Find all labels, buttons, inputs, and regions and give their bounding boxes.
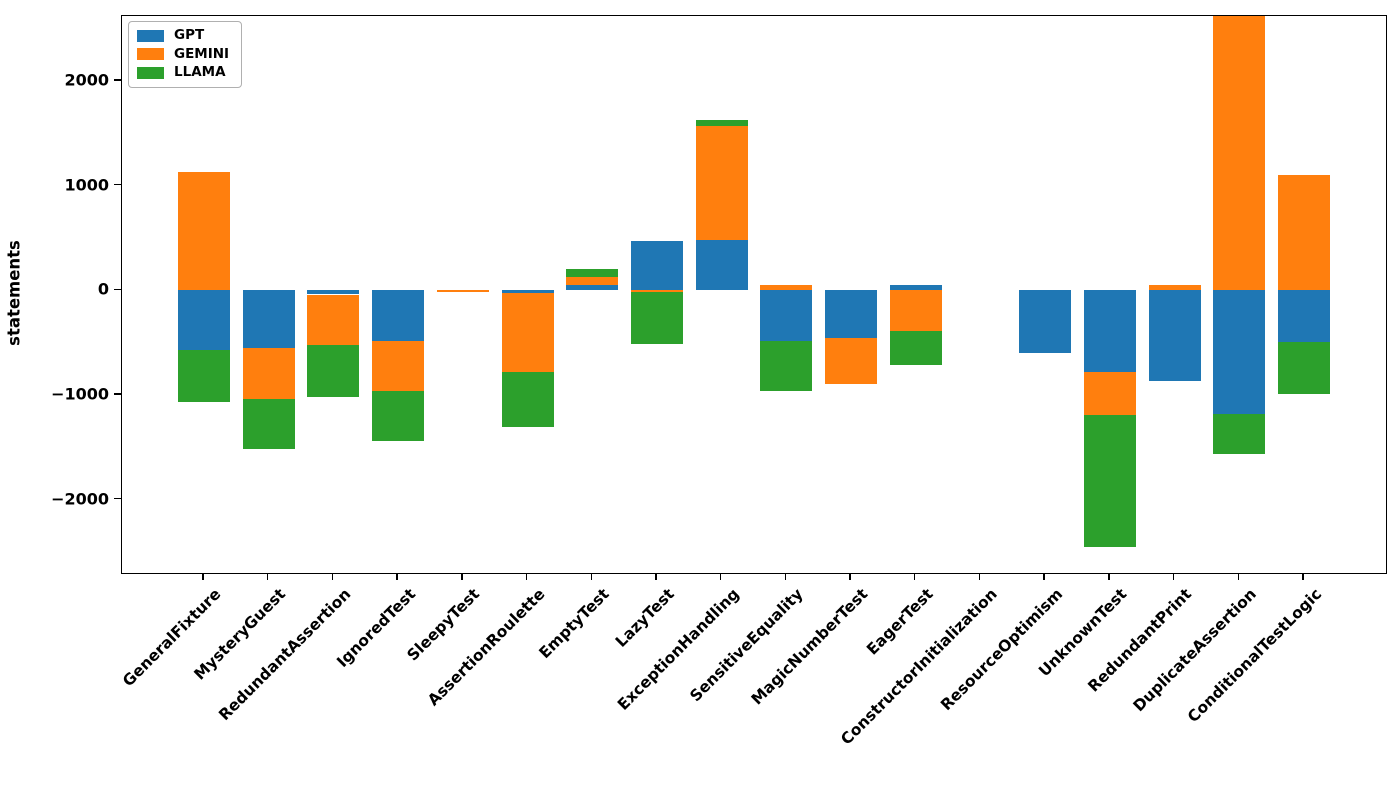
y-tick-label: 0 — [97, 279, 109, 299]
bar-segment-gemini-ConditionalTestLogic — [1277, 175, 1330, 291]
legend-swatch-icon — [137, 29, 164, 42]
y-tick-mark — [114, 498, 121, 500]
bar-segment-gpt-EagerTest — [889, 285, 942, 291]
bar-segment-llama-EmptyTest — [566, 269, 619, 277]
bar-segment-gpt-MagicNumberTest — [825, 290, 878, 338]
bar-segment-gemini-UnknownTest — [1083, 371, 1136, 415]
bar-segment-gpt-ResourceOptimism — [1019, 290, 1072, 354]
x-tick-label-LazyTest: LazyTest — [611, 585, 678, 651]
x-tick-mark — [1172, 573, 1175, 580]
x-tick-mark — [1237, 573, 1239, 580]
bar-segment-gpt-UnknownTest — [1083, 290, 1136, 372]
bar-segment-llama-EagerTest — [889, 331, 942, 365]
x-tick-label-RedundantAssertion: RedundantAssertion — [215, 585, 355, 725]
legend-swatch-icon — [137, 66, 164, 79]
x-tick-mark — [590, 573, 592, 580]
bar-segment-llama-ConditionalTestLogic — [1277, 341, 1330, 394]
x-tick-mark — [655, 573, 657, 580]
bar-segment-llama-ExceptionHandling — [695, 120, 748, 126]
y-tick-mark — [114, 183, 121, 186]
x-tick-mark — [267, 573, 269, 580]
legend-label: GEMINI — [174, 45, 230, 62]
bar-segment-gemini-EagerTest — [889, 290, 942, 332]
bar-segment-gpt-DuplicateAssertion — [1213, 290, 1266, 414]
bar-segment-gpt-GeneralFixture — [178, 290, 230, 350]
x-tick-mark — [978, 573, 981, 580]
bar-segment-gemini-DuplicateAssertion — [1213, 16, 1266, 291]
legend-item-llama: LLAMA — [137, 64, 229, 80]
bar-segment-gemini-LazyTest — [630, 290, 683, 292]
bar-segment-llama-SensitiveEquality — [760, 340, 813, 391]
bar-segment-gpt-AssertionRoulette — [501, 290, 554, 294]
bar-segment-gpt-IgnoredTest — [372, 290, 425, 341]
y-tick-label: −1000 — [51, 384, 109, 404]
bar-segment-gpt-SensitiveEquality — [760, 290, 813, 341]
bar-segment-gpt-ConditionalTestLogic — [1277, 290, 1330, 342]
bar-segment-gemini-GeneralFixture — [178, 172, 230, 291]
y-axis-label: statements — [4, 240, 24, 346]
bar-segment-gemini-SleepyTest — [436, 290, 489, 292]
bar-segment-gpt-RedundantAssertion — [307, 290, 360, 295]
bar-segment-gemini-ExceptionHandling — [695, 125, 748, 241]
x-tick-mark — [1043, 573, 1045, 580]
y-tick-label: 1000 — [64, 175, 109, 195]
bar-segment-llama-IgnoredTest — [372, 390, 425, 441]
x-tick-label-ResourceOptimism: ResourceOptimism — [936, 585, 1066, 715]
plot-area — [121, 15, 1387, 574]
x-tick-label-AssertionRoulette: AssertionRoulette — [423, 585, 549, 710]
x-tick-label-DuplicateAssertion: DuplicateAssertion — [1129, 585, 1261, 716]
bar-segment-gpt-MysteryGuest — [242, 290, 295, 349]
x-tick-mark — [1302, 573, 1304, 580]
x-tick-label-ConditionalTestLogic: ConditionalTestLogic — [1183, 585, 1325, 727]
bar-segment-gpt-RedundantPrint — [1148, 290, 1201, 382]
legend-label: LLAMA — [174, 64, 226, 80]
bar-segment-gemini-EmptyTest — [566, 277, 619, 285]
y-tick-mark — [114, 288, 121, 290]
x-tick-label-ExceptionHandling: ExceptionHandling — [613, 585, 743, 714]
bar-segment-gpt-EmptyTest — [566, 284, 619, 291]
x-tick-mark — [849, 573, 851, 580]
bar-segment-llama-RedundantAssertion — [307, 344, 360, 398]
x-tick-mark — [719, 573, 722, 580]
legend-item-gpt: GPT — [137, 27, 229, 43]
bar-segment-gemini-RedundantPrint — [1148, 284, 1201, 291]
x-tick-mark — [461, 573, 463, 580]
bar-segment-gemini-SensitiveEquality — [760, 284, 813, 291]
legend-swatch-icon — [137, 48, 164, 61]
bar-segment-gemini-IgnoredTest — [372, 340, 425, 391]
x-tick-mark — [784, 573, 787, 580]
x-tick-label-SensitiveEquality: SensitiveEquality — [686, 585, 808, 706]
y-tick-mark — [114, 79, 121, 81]
x-tick-mark — [396, 573, 398, 580]
bar-segment-llama-DuplicateAssertion — [1213, 413, 1266, 454]
legend-item-gemini: GEMINI — [137, 45, 230, 62]
bar-segment-gemini-RedundantAssertion — [307, 294, 360, 345]
bar-segment-llama-UnknownTest — [1083, 414, 1136, 547]
bar-segment-llama-AssertionRoulette — [501, 371, 554, 427]
bar-segment-llama-LazyTest — [630, 291, 683, 345]
bar-segment-llama-GeneralFixture — [178, 349, 230, 403]
x-tick-label-MagicNumberTest: MagicNumberTest — [748, 585, 872, 709]
bar-segment-gpt-LazyTest — [630, 241, 683, 291]
legend: GPT GEMINI LLAMA — [128, 21, 243, 88]
y-tick-label: −2000 — [51, 489, 109, 509]
bar-segment-gpt-ExceptionHandling — [695, 240, 748, 291]
x-tick-mark — [202, 573, 204, 580]
x-tick-mark — [525, 573, 528, 580]
bar-segment-gemini-AssertionRoulette — [501, 293, 554, 372]
legend-label: GPT — [174, 27, 205, 43]
x-tick-mark — [1108, 573, 1110, 580]
bar-segment-llama-MysteryGuest — [242, 399, 295, 450]
y-tick-mark — [114, 393, 121, 395]
x-tick-mark — [331, 573, 334, 580]
bar-segment-gemini-MysteryGuest — [242, 348, 295, 400]
y-tick-label: 2000 — [64, 70, 109, 90]
bar-segment-gemini-MagicNumberTest — [825, 337, 878, 384]
x-tick-mark — [914, 573, 916, 580]
